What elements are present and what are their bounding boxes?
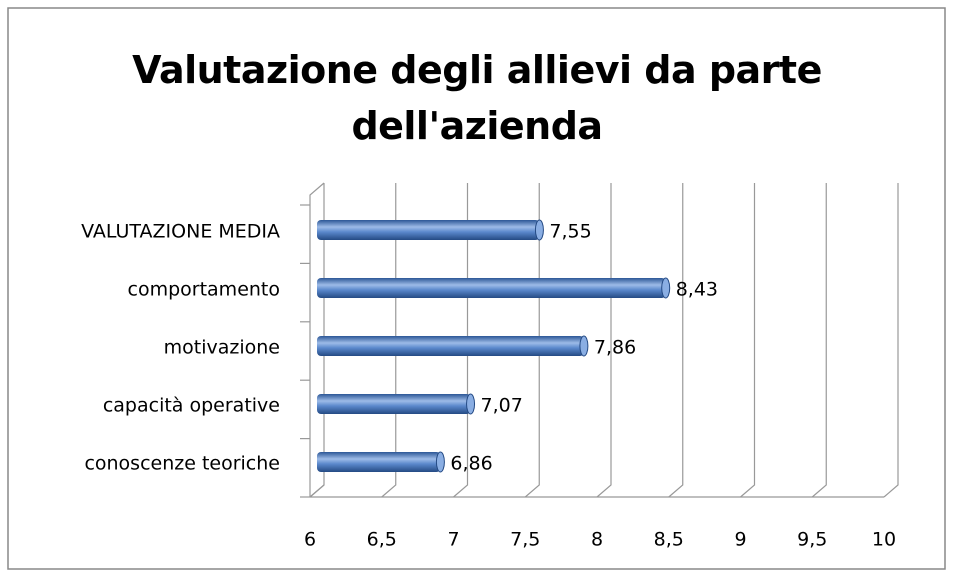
bar xyxy=(317,452,441,472)
bar-cap xyxy=(466,393,476,415)
x-tick-label: 9 xyxy=(734,529,746,551)
x-tick-label: 6 xyxy=(304,529,316,551)
bar xyxy=(317,220,540,240)
y-tick-label: comportamento xyxy=(128,279,280,301)
value-label: 8,43 xyxy=(676,279,718,301)
x-tick-label: 7 xyxy=(447,529,459,551)
y-tick-label: conoscenze teoriche xyxy=(84,453,280,475)
grid-line xyxy=(811,183,827,498)
value-label: 7,86 xyxy=(594,337,636,359)
value-label: 7,55 xyxy=(549,221,591,243)
x-tick-label: 8 xyxy=(591,529,603,551)
value-label: 6,86 xyxy=(450,453,492,475)
bar xyxy=(317,394,471,414)
x-tick-label: 6,5 xyxy=(367,529,397,551)
left-wall xyxy=(309,182,325,497)
chart-title: Valutazione degli allievi da parte dell'… xyxy=(132,48,822,148)
grid-line xyxy=(668,183,684,498)
bar-cap xyxy=(534,219,544,241)
y-tick-label: VALUTAZIONE MEDIA xyxy=(81,221,280,243)
bar-cap xyxy=(435,451,445,473)
grid-line xyxy=(883,183,899,498)
x-tick-label: 10 xyxy=(872,529,896,551)
x-tick-label: 7,5 xyxy=(510,529,540,551)
bar-cap xyxy=(661,277,671,299)
y-tick-label: capacità operative xyxy=(103,395,280,417)
y-tick-label: motivazione xyxy=(164,337,280,359)
x-tick-label: 9,5 xyxy=(797,529,827,551)
bar xyxy=(317,278,666,298)
bar-cap xyxy=(579,335,589,357)
value-label: 7,07 xyxy=(481,395,523,417)
bar xyxy=(317,336,584,356)
x-tick-label: 8,5 xyxy=(654,529,684,551)
grid-line xyxy=(740,183,756,498)
